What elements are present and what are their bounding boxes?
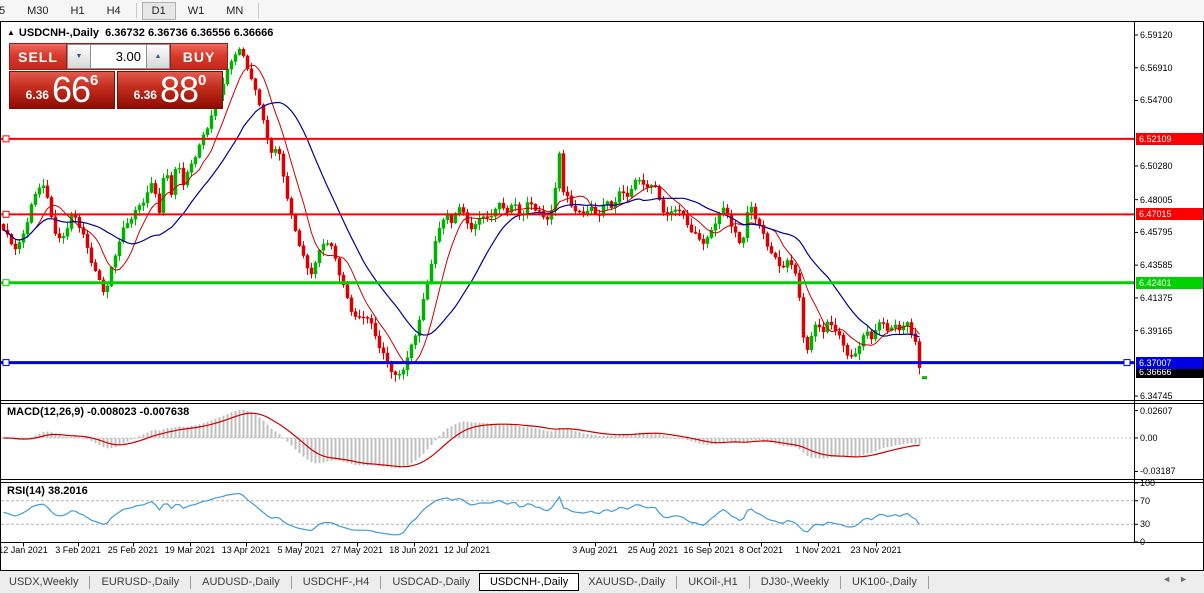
chevron-up-icon: ▲ [154,53,162,60]
tab-separator [927,575,929,589]
sell-price-button[interactable]: 6.36 66 6 [9,71,115,109]
timeframe-button-h4[interactable]: H4 [106,4,121,17]
buy-price-button[interactable]: 6.36 88 0 [117,71,223,109]
timeframe-button-w1[interactable]: W1 [187,4,205,17]
toolbar-separator [258,3,260,18]
tab-separator [380,575,382,589]
timeframe-button-5[interactable]: 5 [0,4,6,17]
tab-separator [190,575,192,589]
sell-price-sup: 6 [90,72,99,89]
sell-price-small: 6.36 [25,88,49,102]
tab-separator [748,575,750,589]
tab-scroll-arrows: ◄► [1162,574,1196,584]
timeframe-button-h1[interactable]: H1 [70,4,85,17]
volume-spinner: ▼ ▲ [67,43,170,70]
sell-price-big: 66 [51,69,91,110]
chart-tab-usdcad-daily[interactable]: USDCAD-,Daily [392,576,470,588]
chart-tab-uk100-daily[interactable]: UK100-,Daily [852,576,917,588]
timeframe-toolbar: 5 M30 H1 H4 D1 W1 MN [0,0,1204,21]
chart-tab-usdchf-h4[interactable]: USDCHF-,H4 [302,576,370,588]
scroll-left-icon[interactable]: ◄ [1162,574,1180,584]
tab-separator [290,575,292,589]
chart-tab-usdx-weekly[interactable]: USDX,Weekly [9,576,79,588]
timeframe-button-mn[interactable]: MN [226,4,244,17]
chart-canvas[interactable] [1,22,1203,570]
sell-button[interactable]: SELL [9,43,67,70]
buy-price-big: 88 [159,69,199,110]
chart-tab-audusd-daily[interactable]: AUDUSD-,Daily [202,576,280,588]
tab-separator [840,575,842,589]
tab-separator [676,575,678,589]
tab-separator [89,575,91,589]
volume-decrease-button[interactable]: ▼ [67,44,91,69]
buy-price-sup: 0 [198,72,207,89]
buy-button[interactable]: BUY [170,43,228,70]
chart-window: ▲ USDCNH-,Daily 6.36732 6.36736 6.36556 6… [0,21,1204,571]
scroll-right-icon[interactable]: ► [1179,574,1196,584]
buy-price-small: 6.36 [133,88,157,102]
timeframe-button-d1[interactable]: D1 [141,1,176,20]
volume-increase-button[interactable]: ▲ [146,44,170,69]
chart-tab-usdcnh-daily[interactable]: USDCNH-,Daily [478,573,580,591]
toolbar-separator [135,3,137,18]
chart-tab-ukoil-h1[interactable]: UKOil-,H1 [688,576,738,588]
chart-tab-eurusd-daily[interactable]: EURUSD-,Daily [101,576,180,588]
chevron-down-icon: ▼ [75,53,83,60]
timeframe-button-m30[interactable]: M30 [27,4,49,17]
chart-tab-bar: USDX,Weekly EURUSD-,Daily AUDUSD-,Daily USD… [0,571,1204,593]
chart-tab-dj30-weekly[interactable]: DJ30-,Weekly [760,576,830,588]
volume-input[interactable] [91,44,146,69]
chart-tab-xauusd-daily[interactable]: XAUUSD-,Daily [588,576,666,588]
